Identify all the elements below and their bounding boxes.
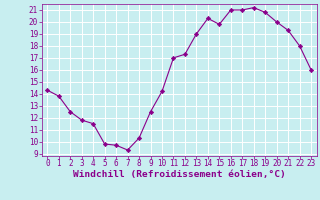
X-axis label: Windchill (Refroidissement éolien,°C): Windchill (Refroidissement éolien,°C) bbox=[73, 170, 285, 179]
